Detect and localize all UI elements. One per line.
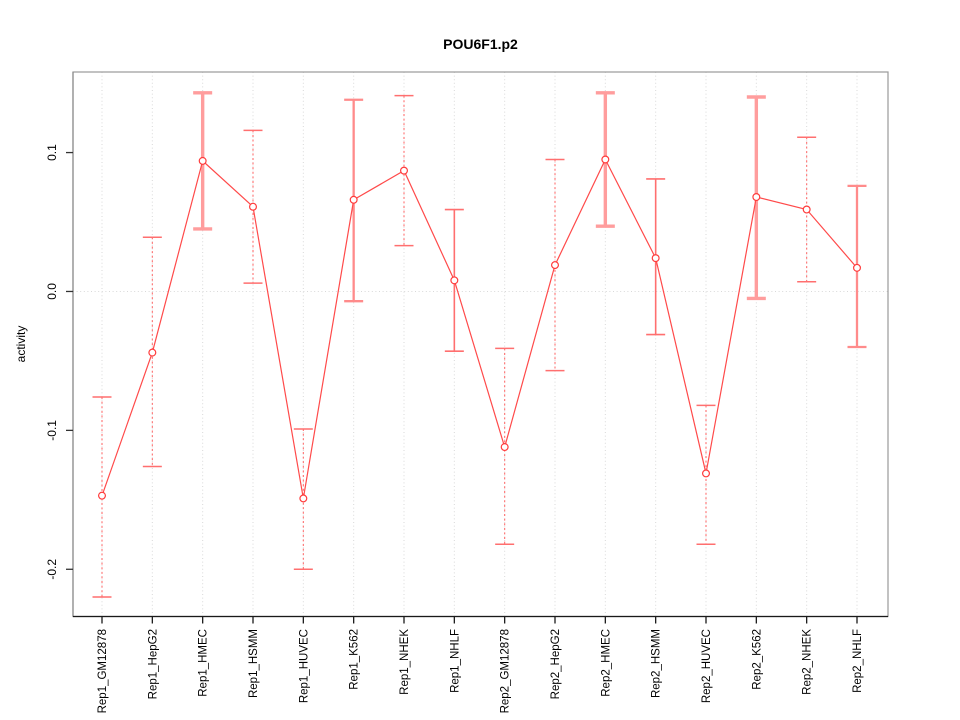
error-bar [797,136,817,283]
y-axis-label: activity [14,326,28,363]
x-category-label: Rep1_HepG2 [147,629,159,699]
x-category-label: Rep1_NHLF [449,629,461,693]
x-category-label: Rep2_HMEC [600,629,612,697]
x-category-label: Rep1_NHEK [399,629,411,695]
x-category-label: Rep2_NHEK [802,629,814,695]
x-category-label: Rep2_K562 [751,629,763,690]
data-point-marker [601,155,610,164]
data-point-marker [852,263,861,272]
x-category-label: Rep1_GM12878 [97,629,109,713]
y-tick-label: 0.1 [45,144,59,161]
x-category-label: Rep1_HMEC [198,629,210,697]
data-point-marker [148,348,157,357]
error-bar [545,158,565,372]
x-category-label: Rep2_HepG2 [550,629,562,699]
plot-box [72,71,889,618]
y-tick-label: -0.1 [45,420,59,441]
data-point-marker [752,193,761,202]
x-category-label: Rep1_HSMM [248,629,260,698]
data-point-marker [349,195,358,204]
data-point-marker [198,156,207,165]
x-category-label: Rep2_NHLF [852,629,864,693]
data-point-marker [550,261,559,270]
error-bar [92,396,112,598]
x-category-label: Rep2_HSMM [651,629,663,698]
data-point-marker [802,205,811,214]
y-tick-label: 0.0 [45,283,59,300]
x-category-label: Rep2_GM12878 [500,629,512,713]
x-category-label: Rep2_HUVEC [701,629,713,703]
data-point-marker [651,254,660,263]
data-point-marker [400,166,409,175]
chart-title: POU6F1.p2 [443,36,518,52]
x-category-label: Rep1_HUVEC [298,629,310,703]
data-layer [92,91,867,598]
data-point-marker [701,469,710,478]
error-bar [142,236,162,468]
y-tick-label: -0.2 [45,559,59,580]
data-point-marker [500,443,509,452]
data-point-marker [249,202,258,211]
data-point-marker [299,494,308,503]
series-line [101,158,858,499]
x-category-label: Rep1_K562 [349,629,361,690]
data-point-marker [450,276,459,285]
error-bar [243,129,263,284]
data-point-marker [97,491,106,500]
gridlines-layer [73,72,888,617]
axes-layer: 0.1 0.0 -0.1 -0.2 Rep1_GM12878 Rep1_HepG2 Rep1… [45,71,889,713]
